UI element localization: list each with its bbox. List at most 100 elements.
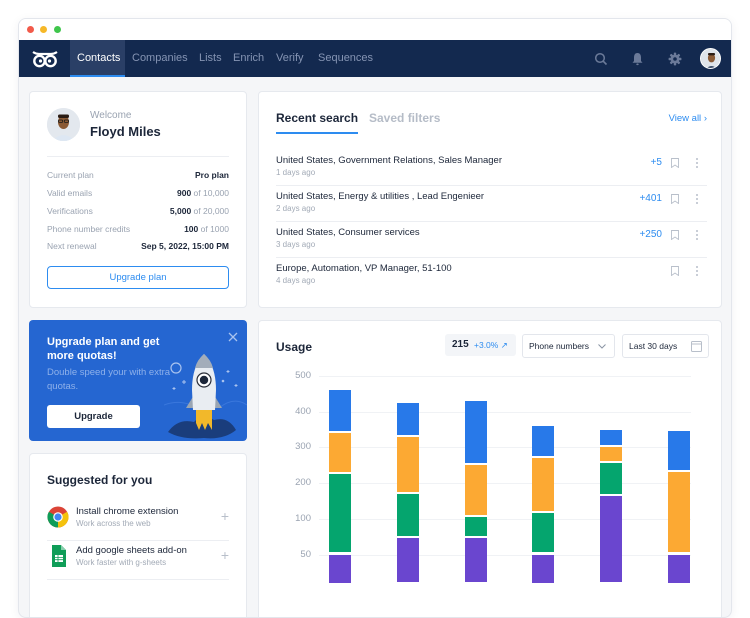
bar-segment-purple <box>397 538 419 585</box>
suggested-item-subtitle: Work faster with g-sheets <box>76 558 167 567</box>
plan-row-value: 5,000 of 20,000 <box>169 206 229 216</box>
owl-logo-icon[interactable] <box>19 40 70 77</box>
bell-icon[interactable] <box>619 40 656 77</box>
metric-select[interactable]: Phone numbers <box>522 334 615 358</box>
gridline <box>319 554 691 556</box>
usage-stat-badge: 215 +3.0% ↗ <box>445 334 516 356</box>
y-axis-tick: 200 <box>295 477 311 489</box>
view-all-link[interactable]: View all › <box>668 113 707 124</box>
maximize-window-button[interactable] <box>54 26 61 33</box>
suggested-item-subtitle: Work across the web <box>76 519 151 528</box>
bar-segment-blue <box>465 400 487 466</box>
bookmark-icon[interactable] <box>671 158 679 168</box>
nav-tab-label: Verify <box>276 52 304 64</box>
stacked-bar[interactable] <box>668 321 690 617</box>
bar-segment-blue <box>532 425 554 459</box>
chevron-down-icon <box>598 344 606 349</box>
stacked-bar[interactable] <box>532 321 554 617</box>
more-options-icon[interactable] <box>695 265 699 277</box>
suggested-item-title: Install chrome extension <box>76 506 179 517</box>
add-plus-icon[interactable]: + <box>220 508 229 524</box>
search-query: United States, Consumer services <box>276 227 420 238</box>
upgrade-button[interactable]: Upgrade <box>47 405 140 428</box>
bookmark-icon[interactable] <box>671 194 679 204</box>
more-options-icon[interactable] <box>695 193 699 205</box>
plan-row-label: Phone number credits <box>47 224 131 234</box>
search-row[interactable]: United States, Government Relations, Sal… <box>276 150 707 186</box>
divider <box>276 221 707 222</box>
bar-segment-orange <box>397 436 419 494</box>
search-row[interactable]: Europe, Automation, VP Manager, 51-100 4… <box>276 258 707 294</box>
close-window-button[interactable] <box>27 26 34 33</box>
stacked-bar[interactable] <box>397 321 419 617</box>
search-query: United States, Energy & utilities , Lead… <box>276 191 485 202</box>
nav-tab-contacts[interactable]: Contacts <box>70 40 125 77</box>
welcome-label: Welcome <box>90 110 132 121</box>
chevron-right-icon: › <box>703 113 707 124</box>
plan-row-valid-emails: Valid emails 900 of 10,000 <box>47 188 229 202</box>
date-range-select[interactable]: Last 30 days <box>622 334 709 358</box>
plan-row-next-renewal: Next renewal Sep 5, 2022, 15:00 PM <box>47 241 229 255</box>
more-options-icon[interactable] <box>695 229 699 241</box>
new-results-count: +5 <box>650 157 662 168</box>
plan-row-verifications: Verifications 5,000 of 20,000 <box>47 206 229 220</box>
search-icon[interactable] <box>582 40 619 77</box>
tab-recent-search[interactable]: Recent search <box>276 111 359 134</box>
user-avatar[interactable] <box>700 48 721 69</box>
nav-tab-sequences[interactable]: Sequences <box>311 40 380 77</box>
nav-tab-enrich[interactable]: Enrich <box>226 40 271 77</box>
divider <box>47 579 229 580</box>
stacked-bar[interactable] <box>600 321 622 617</box>
search-row[interactable]: United States, Energy & utilities , Lead… <box>276 186 707 222</box>
plan-row-value: 100 of 1000 <box>184 224 229 234</box>
suggested-item-google-sheets[interactable]: Add google sheets add-on Work faster wit… <box>47 541 229 579</box>
plan-row-label: Valid emails <box>47 188 93 198</box>
gridline <box>319 376 691 377</box>
search-date: 4 days ago <box>276 276 316 285</box>
calendar-icon <box>691 341 702 352</box>
upgrade-plan-button[interactable]: Upgrade plan <box>47 266 229 289</box>
divider <box>47 156 229 157</box>
close-icon[interactable] <box>227 330 239 342</box>
minimize-window-button[interactable] <box>40 26 47 33</box>
nav-tab-companies[interactable]: Companies <box>125 40 195 77</box>
bookmark-icon[interactable] <box>671 230 679 240</box>
suggested-title: Suggested for you <box>47 473 153 487</box>
search-date: 2 days ago <box>276 204 316 213</box>
stacked-bar[interactable] <box>329 321 351 617</box>
more-options-icon[interactable] <box>695 157 699 169</box>
bar-segment-orange <box>668 472 690 555</box>
bar-segment-green <box>600 463 622 496</box>
nav-tab-label: Sequences <box>318 52 374 64</box>
gear-icon[interactable] <box>656 40 693 77</box>
upgrade-promo-banner: Upgrade plan and get more quotas! Double… <box>29 320 247 441</box>
usage-chart: 500 400 300 200 100 50 <box>259 321 723 617</box>
plan-row-current-plan: Current plan Pro plan <box>47 170 229 184</box>
nav-tab-verify[interactable]: Verify <box>269 40 311 77</box>
tab-saved-filters[interactable]: Saved filters <box>369 111 441 125</box>
add-plus-icon[interactable]: + <box>220 547 229 563</box>
bookmark-icon[interactable] <box>671 266 679 276</box>
stacked-bar[interactable] <box>465 321 487 617</box>
bar-segment-blue <box>600 429 622 448</box>
rocket-illustration-icon <box>164 354 247 439</box>
window-titlebar <box>19 19 731 40</box>
new-results-count: +401 <box>639 193 662 204</box>
promo-subtitle: Double speed your with extra quotas. <box>47 367 171 392</box>
bar-segment-orange <box>532 458 554 514</box>
y-axis-tick: 100 <box>295 512 311 524</box>
profile-card: Welcome Floyd Miles Current plan Pro pla… <box>29 91 247 308</box>
bar-segment-green <box>397 493 419 539</box>
nav-tab-lists[interactable]: Lists <box>192 40 229 77</box>
divider <box>276 257 707 258</box>
bar-segment-blue <box>329 390 351 434</box>
search-row[interactable]: United States, Consumer services 3 days … <box>276 222 707 258</box>
gridline <box>319 447 691 449</box>
plan-row-value: Sep 5, 2022, 15:00 PM <box>141 241 229 251</box>
divider <box>276 185 707 186</box>
plan-row-label: Verifications <box>47 206 93 216</box>
bar-segment-purple <box>668 554 690 585</box>
bar-segment-purple <box>465 538 487 585</box>
suggested-card: Suggested for you Install chrome extensi… <box>29 453 247 617</box>
suggested-item-chrome[interactable]: Install chrome extension Work across the… <box>47 502 229 540</box>
